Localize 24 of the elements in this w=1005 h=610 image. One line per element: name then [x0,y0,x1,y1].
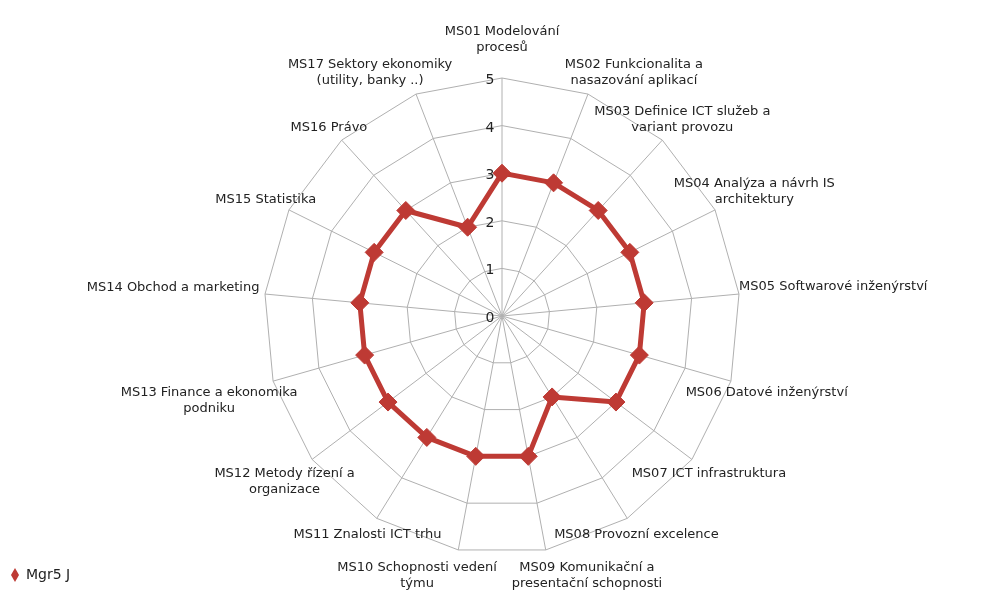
spoke-label: MS05 Softwarové inženýrství [739,278,928,294]
spoke-label: MS02 Funkcionalita a nasazování aplikací [564,55,704,87]
y-tick-label: 3 [485,166,495,183]
spoke-label: MS06 Datové inženýrství [685,384,849,400]
y-tick-label: 2 [485,213,495,230]
spoke-label: MS10 Schopnosti vedení týmu [337,558,498,590]
y-tick-label: 5 [485,71,495,87]
spoke-label: MS08 Provozní excelence [554,526,719,542]
spoke-label: MS11 Znalosti ICT trhu [293,526,442,542]
spoke-label: MS09 Komunikační a presentační schopnosti [511,558,663,590]
y-tick-label: 0 [485,309,495,325]
spoke-label: MS01 Modelování procesů [444,23,560,54]
spoke-label: MS12 Metody řízení a organizace [214,465,355,497]
spoke-label: MS17 Sektory ekonomiky (utility, banky ..) [287,55,453,87]
spoke-label: MS07 ICT infrastruktura [631,465,787,481]
y-tick-label: 1 [485,261,495,278]
spoke-label: MS15 Statistika [215,191,317,207]
spoke-label: MS04 Analýza a návrh IS architektury [673,175,835,207]
spoke-label: MS03 Definice ICT služeb a variant provozu [594,103,771,135]
spoke-label: MS14 Obchod a marketing [86,278,260,294]
spoke-label: MS16 Právo [290,119,368,135]
y-tick-label: 4 [485,118,495,135]
spoke-label: MS13 Finance a ekonomika podniku [120,384,298,416]
legend-label: Mgr5 J [26,566,71,582]
